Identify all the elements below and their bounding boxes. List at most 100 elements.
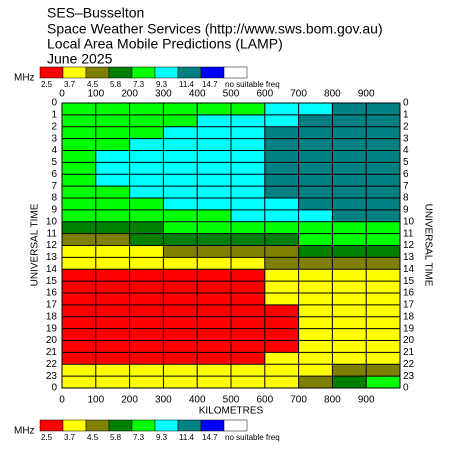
cell <box>231 281 266 294</box>
cell <box>163 328 198 341</box>
x-tick-label: 400 <box>189 395 206 406</box>
cell <box>264 174 300 187</box>
cell <box>298 364 333 377</box>
cell <box>298 257 333 270</box>
x-tick-label: 600 <box>256 395 273 406</box>
cell <box>298 269 333 282</box>
y-tick-label: 1 <box>51 110 57 121</box>
cell <box>129 209 164 223</box>
cell <box>298 186 333 199</box>
legend-swatch <box>108 419 133 432</box>
cell <box>95 209 131 223</box>
cell <box>62 328 97 341</box>
cell <box>366 257 401 270</box>
title-line: Space Weather Services (http://www.sws.b… <box>47 21 383 37</box>
cell <box>231 126 266 140</box>
cell <box>95 150 131 163</box>
legend-label: 2.5 <box>41 80 53 89</box>
cell <box>62 209 97 223</box>
cell <box>129 245 164 258</box>
x-tick-label: 400 <box>189 89 206 100</box>
x-tick-label: 700 <box>290 395 307 406</box>
cell <box>366 376 401 389</box>
cell <box>95 269 131 282</box>
cell <box>95 328 131 341</box>
legend-label: no suitable freq <box>225 433 280 442</box>
cell <box>231 209 266 223</box>
cell <box>264 209 300 223</box>
y-tick-label: 15 <box>46 276 58 287</box>
cell <box>197 198 232 211</box>
y-tick-label: 20 <box>46 335 58 346</box>
cell <box>197 281 232 294</box>
cell <box>298 198 333 211</box>
legend-swatch <box>131 419 156 432</box>
cell <box>129 293 164 306</box>
y-tick-label: 14 <box>403 264 415 275</box>
cell <box>298 174 333 187</box>
cell <box>231 352 266 365</box>
cell <box>197 233 232 246</box>
cell <box>332 340 367 353</box>
cell <box>129 269 164 282</box>
x-tick-label: 300 <box>155 89 172 100</box>
cell <box>197 186 232 199</box>
x-axis-label: KILOMETRES <box>199 406 264 417</box>
cell <box>95 364 131 377</box>
legend-swatch <box>108 66 133 79</box>
cell <box>332 186 367 199</box>
cell <box>62 364 97 377</box>
cell <box>264 162 300 175</box>
cell <box>197 304 232 318</box>
legend-label: 7.3 <box>133 80 145 89</box>
cell <box>366 198 401 211</box>
legend-swatch <box>62 419 87 432</box>
cell <box>366 126 401 140</box>
cell <box>163 209 198 223</box>
cell <box>129 150 164 163</box>
cell <box>62 186 97 199</box>
y-tick-label: 14 <box>46 264 58 275</box>
cell <box>197 257 232 270</box>
cell <box>95 257 131 270</box>
cell <box>264 186 300 199</box>
cell <box>129 352 164 365</box>
cell <box>366 293 401 306</box>
cell <box>264 257 300 270</box>
legend-label: 3.7 <box>64 80 76 89</box>
cell <box>62 281 97 294</box>
y-tick-label: 17 <box>46 300 58 311</box>
cell <box>62 352 97 365</box>
cell <box>231 340 266 353</box>
cell <box>332 328 367 341</box>
cell <box>95 316 131 330</box>
cell <box>129 316 164 330</box>
cell <box>366 281 401 294</box>
cell <box>163 174 198 187</box>
cell <box>298 328 333 341</box>
cell <box>95 304 131 318</box>
cell <box>366 364 401 377</box>
legend-swatch <box>62 66 87 79</box>
cell <box>231 138 266 151</box>
y-tick-label: 17 <box>403 300 415 311</box>
cell <box>332 376 367 389</box>
cell <box>264 328 300 341</box>
y-tick-label: 10 <box>403 216 415 227</box>
y-tick-label: 11 <box>47 228 58 239</box>
cell <box>95 281 131 294</box>
y-tick-label: 5 <box>403 157 409 168</box>
cell <box>366 352 401 365</box>
legend-swatch <box>85 419 110 432</box>
cell <box>298 138 333 151</box>
cell <box>366 245 401 258</box>
cell <box>62 340 97 353</box>
cell <box>332 316 367 330</box>
cell <box>264 126 300 140</box>
cell <box>62 138 97 151</box>
y-tick-label: 13 <box>46 252 58 263</box>
legend-swatch <box>85 66 110 79</box>
cell <box>95 233 131 246</box>
y-tick-label: 12 <box>403 240 415 251</box>
cell <box>95 174 131 187</box>
